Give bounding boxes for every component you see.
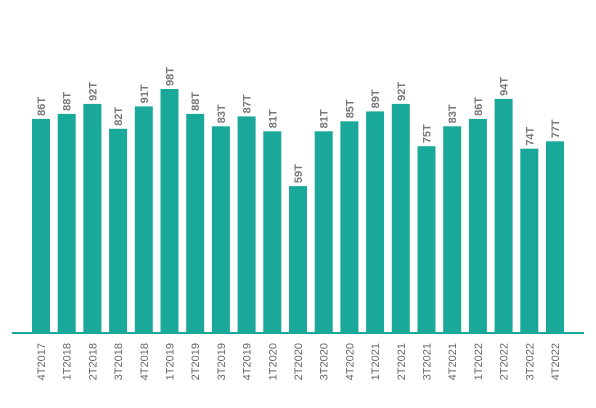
data-label-1T2019: 98T [165,67,177,86]
data-label-4T2021: 83T [447,104,459,123]
data-label-4T2022: 77T [550,119,562,138]
tick-label-3T2019: 3T2019 [216,343,228,380]
data-label-2T2022: 94T [499,77,511,96]
data-label-3T2020: 81T [319,109,331,128]
tick-label-1T2020: 1T2020 [267,343,279,380]
bar-3T2019 [211,126,230,333]
bar-3T2021 [417,146,436,333]
tick-label-4T2021: 4T2021 [447,343,459,380]
data-labels-group: 86T 88T 92T 82T 91T 98T 88T 83T 87T 81T 59T 81T 85T 8… [36,67,562,183]
data-label-3T2021: 75T [422,124,434,143]
tick-label-4T2020: 4T2020 [344,343,356,380]
tick-label-1T2021: 1T2021 [370,343,382,380]
data-label-2T2020: 59T [293,164,305,183]
data-label-4T2020: 85T [344,99,356,118]
data-label-3T2019: 83T [216,104,228,123]
tick-label-2T2022: 2T2022 [499,343,511,380]
bar-3T2018 [109,128,128,333]
data-label-2T2018: 92T [87,82,99,101]
bar-3T2022 [520,148,539,333]
tick-label-3T2020: 3T2020 [319,343,331,380]
data-label-4T2018: 91T [139,84,151,103]
bar-4T2021 [443,126,462,333]
bar-4T2022 [546,141,564,333]
bar-2T2018 [83,103,102,334]
bar-1T2020 [263,131,282,333]
tick-label-3T2022: 3T2022 [524,343,536,380]
bar-1T2019 [160,89,179,333]
tick-label-2T2018: 2T2018 [87,343,99,380]
tick-label-2T2021: 2T2021 [396,343,408,380]
tick-label-1T2018: 1T2018 [62,343,74,380]
data-label-1T2020: 81T [267,109,279,128]
tick-label-1T2019: 1T2019 [165,343,177,380]
tick-label-4T2017: 4T2017 [36,343,48,380]
bar-4T2019 [237,116,256,334]
data-label-4T2017: 86T [36,97,48,116]
bar-4T2020 [340,121,359,333]
tick-label-1T2022: 1T2022 [473,343,485,380]
data-label-2T2021: 92T [396,82,408,101]
tick-label-2T2019: 2T2019 [190,343,202,380]
tick-label-4T2019: 4T2019 [242,343,254,380]
data-label-3T2022: 74T [524,126,536,145]
bar-2T2021 [391,103,410,334]
tick-label-4T2022: 4T2022 [550,343,562,380]
bar-1T2022 [468,118,487,334]
bar-2T2020 [289,186,307,333]
bars-group [32,89,564,334]
tick-label-2T2020: 2T2020 [293,343,305,380]
bar-2T2022 [494,98,513,334]
data-label-3T2018: 82T [113,107,125,126]
bar-4T2018 [134,106,153,334]
bar-1T2018 [57,113,76,334]
tick-label-4T2018: 4T2018 [139,343,151,380]
tick-label-3T2021: 3T2021 [422,343,434,380]
bar-3T2020 [314,131,333,333]
data-label-1T2018: 88T [62,92,74,111]
bar-4T2017 [32,118,50,334]
x-tick-labels-group: 4T2017 1T2018 2T2018 3T2018 4T2018 1T2019 2T20… [36,343,562,380]
bar-2T2019 [186,113,205,334]
data-label-1T2021: 89T [370,89,382,108]
bar-1T2021 [366,111,385,334]
tick-label-3T2018: 3T2018 [113,343,125,380]
data-label-1T2022: 86T [473,97,485,116]
data-label-4T2019: 87T [242,94,254,113]
data-label-2T2019: 88T [190,92,202,111]
